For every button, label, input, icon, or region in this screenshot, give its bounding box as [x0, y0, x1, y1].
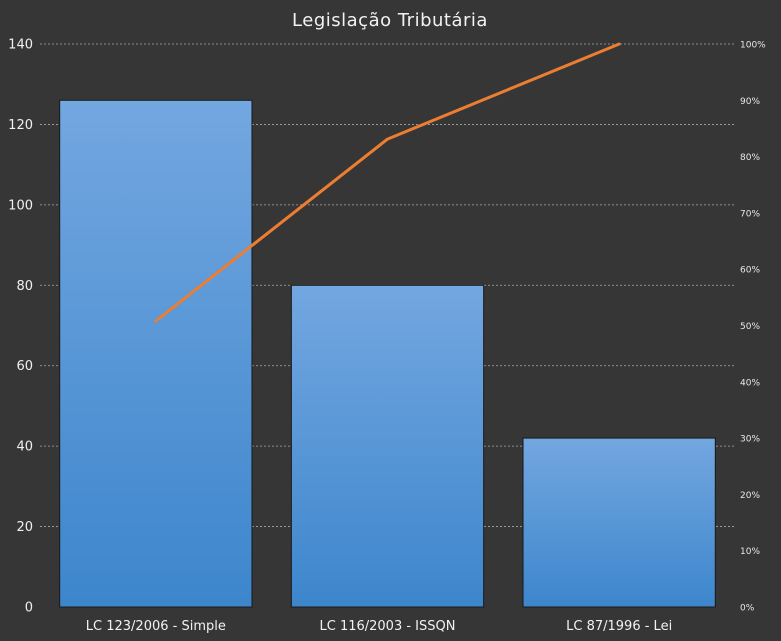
- left-tick-label: 140: [8, 38, 33, 53]
- left-tick-label: 120: [8, 118, 33, 133]
- left-tick-label: 80: [16, 279, 33, 294]
- left-tick-label: 60: [16, 359, 33, 374]
- category-label: LC 123/2006 - Simple: [86, 619, 226, 634]
- bar: [522, 437, 716, 608]
- cumulative-line-layer: [154, 42, 621, 323]
- bar: [290, 284, 485, 608]
- category-label: LC 116/2003 - ISSQN: [320, 619, 456, 634]
- left-axis: 0 20 40 60 80 100 120 140: [8, 38, 33, 616]
- left-tick-label: 20: [16, 520, 33, 535]
- right-tick-label: 20%: [740, 491, 760, 501]
- right-tick-label: 10%: [740, 547, 760, 557]
- right-tick-label: 60%: [740, 266, 760, 276]
- right-tick-label: 100%: [740, 41, 766, 51]
- bars: [59, 99, 716, 608]
- left-tick-label: 100: [8, 198, 33, 213]
- category-axis: LC 123/2006 - Simple LC 116/2003 - ISSQN L…: [86, 619, 672, 634]
- right-tick-label: 40%: [740, 378, 760, 388]
- chart-title: Legislação Tributária: [292, 10, 488, 31]
- bar: [59, 99, 253, 608]
- category-label: LC 87/1996 - Lei: [566, 619, 672, 634]
- right-tick-label: 30%: [740, 435, 760, 445]
- left-tick-label: 40: [16, 440, 33, 455]
- right-tick-label: 80%: [740, 153, 760, 163]
- cumulative-line: [154, 42, 621, 323]
- right-tick-label: 70%: [740, 209, 760, 219]
- left-tick-label: 0: [25, 601, 33, 616]
- right-tick-label: 0%: [740, 604, 755, 614]
- right-axis: 0% 10% 20% 30% 40% 50% 60% 70% 80% 90% 100%: [740, 41, 766, 614]
- right-tick-label: 90%: [740, 97, 760, 107]
- right-tick-label: 50%: [740, 322, 760, 332]
